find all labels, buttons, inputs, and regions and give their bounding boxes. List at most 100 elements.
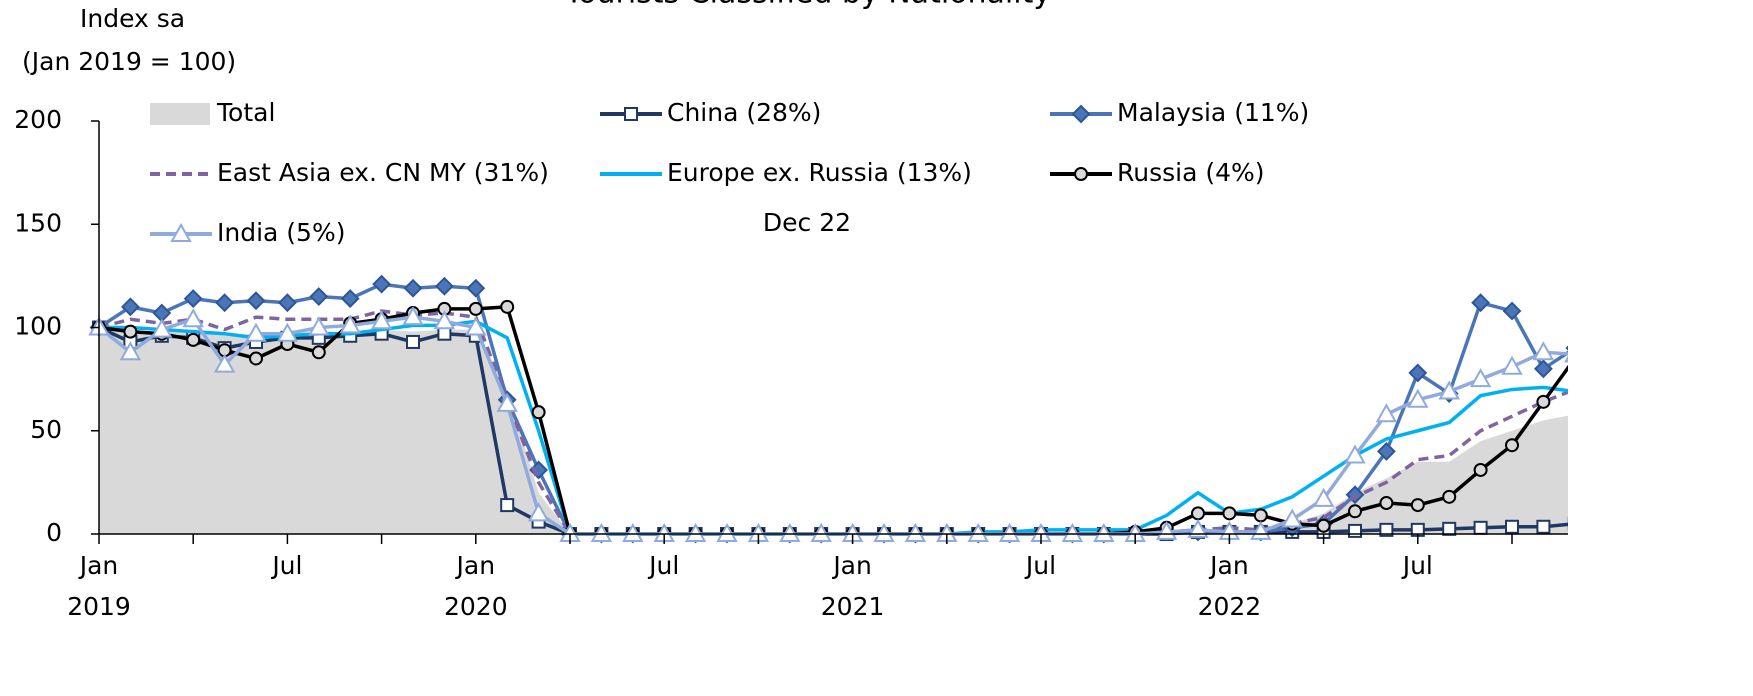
marker xyxy=(1505,438,1519,453)
marker xyxy=(1505,519,1519,534)
y-axis-label: (Jan 2019 = 100) xyxy=(22,47,236,76)
marker xyxy=(1532,341,1555,361)
x-tick-label: Jan xyxy=(455,551,496,580)
marker xyxy=(716,522,738,542)
marker xyxy=(1567,516,1568,531)
marker xyxy=(1281,508,1303,528)
marker xyxy=(468,301,483,316)
marker xyxy=(1567,356,1568,361)
marker xyxy=(810,522,832,542)
annotation: Dec 22 xyxy=(763,208,851,237)
marker xyxy=(1536,519,1551,534)
marker xyxy=(437,326,452,341)
legend-label: Europe ex. Russia (13%) xyxy=(667,158,972,187)
marker xyxy=(1471,293,1491,313)
marker xyxy=(339,314,361,334)
marker xyxy=(170,222,192,242)
legend-label: East Asia ex. CN MY (31%) xyxy=(217,158,549,187)
marker xyxy=(119,341,142,361)
x-year-label: 2020 xyxy=(444,592,508,621)
marker xyxy=(1222,506,1237,521)
marker xyxy=(372,274,392,294)
x-tick-label: Jan xyxy=(78,551,119,580)
marker xyxy=(1375,403,1398,423)
marker xyxy=(1469,368,1492,388)
marker xyxy=(1344,444,1366,464)
marker xyxy=(186,332,201,347)
marker xyxy=(1253,508,1268,523)
y-tick-label: 0 xyxy=(46,518,62,547)
marker xyxy=(120,297,140,317)
marker xyxy=(873,522,895,542)
marker xyxy=(1379,522,1394,537)
marker xyxy=(276,322,299,342)
marker xyxy=(403,278,423,298)
x-tick-label: Jul xyxy=(1024,551,1056,580)
x-tick-label: Jul xyxy=(647,551,679,580)
marker xyxy=(151,318,173,338)
legend-label: Total xyxy=(216,98,275,127)
marker xyxy=(309,287,329,306)
marker xyxy=(1565,345,1568,351)
marker xyxy=(1536,394,1551,409)
marker xyxy=(624,107,638,121)
y-tick-label: 50 xyxy=(30,415,62,444)
marker xyxy=(1348,523,1362,538)
marker xyxy=(1187,518,1209,538)
x-tick-label: Jul xyxy=(270,551,302,580)
marker xyxy=(1501,355,1523,375)
marker xyxy=(1438,380,1460,400)
plot-area xyxy=(88,274,1568,544)
marker xyxy=(1061,522,1084,542)
marker xyxy=(904,522,927,542)
marker xyxy=(1442,521,1457,536)
marker xyxy=(1408,363,1428,383)
marker xyxy=(1473,462,1488,477)
marker xyxy=(684,522,707,542)
area xyxy=(99,327,1568,534)
marker xyxy=(245,322,267,342)
legend-label: India (5%) xyxy=(217,218,345,247)
marker xyxy=(1074,167,1088,181)
marker xyxy=(1376,441,1396,461)
marker xyxy=(500,498,515,513)
marker xyxy=(967,522,989,542)
y-tick-label: 200 xyxy=(14,105,62,134)
y-tick-label: 150 xyxy=(14,208,62,237)
marker xyxy=(215,293,235,313)
marker xyxy=(246,291,266,311)
chart-title: Tourists Classified by Nationality xyxy=(564,0,1051,11)
marker xyxy=(249,351,263,366)
marker xyxy=(1564,355,1568,363)
marker xyxy=(213,353,236,373)
marker xyxy=(1407,388,1429,408)
marker xyxy=(465,316,487,336)
marker xyxy=(1312,487,1335,507)
marker xyxy=(1533,359,1553,379)
marker xyxy=(590,522,613,542)
y-tick-label: 100 xyxy=(14,312,62,341)
legend-label: China (28%) xyxy=(667,98,821,127)
marker xyxy=(779,522,801,542)
marker xyxy=(123,324,138,339)
x-year-label: 2019 xyxy=(67,592,131,621)
marker xyxy=(277,293,297,313)
marker xyxy=(527,502,550,522)
marker xyxy=(531,405,546,420)
marker xyxy=(496,392,518,412)
y-axis-label: Index sa xyxy=(80,4,185,33)
marker xyxy=(1473,520,1488,535)
marker xyxy=(308,316,330,336)
marker xyxy=(1093,522,1115,542)
marker xyxy=(1348,504,1362,519)
marker xyxy=(466,278,486,298)
marker xyxy=(1502,301,1522,321)
marker xyxy=(370,310,393,330)
marker xyxy=(1155,520,1178,540)
x-year-label: 2022 xyxy=(1198,592,1262,621)
marker xyxy=(182,308,204,328)
marker xyxy=(1442,489,1457,504)
legend-label: Russia (4%) xyxy=(1117,158,1265,187)
legend-swatch xyxy=(150,103,210,125)
